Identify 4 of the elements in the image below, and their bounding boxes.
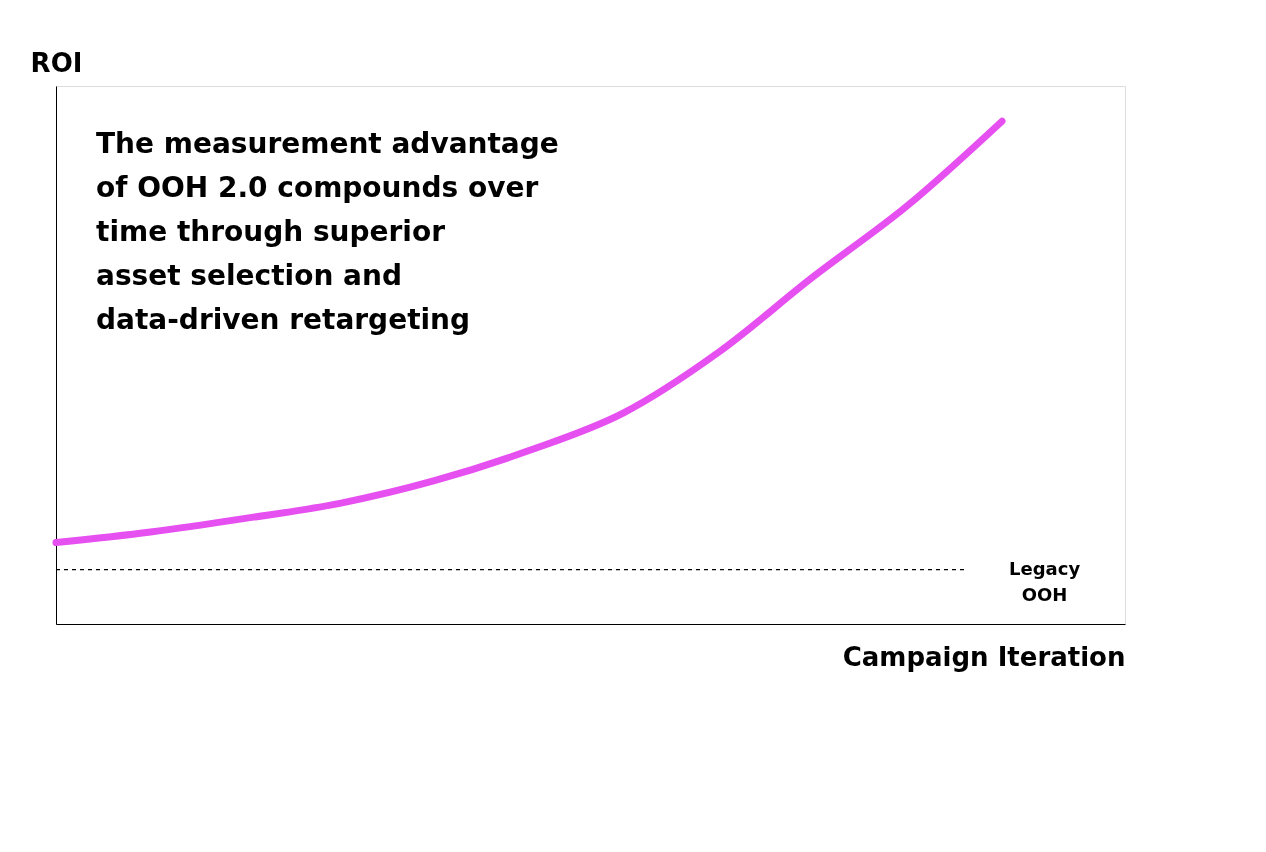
y-axis-title: ROI — [30, 47, 83, 78]
ref-line-label: Legacy OOH — [1009, 557, 1081, 605]
x-axis-title: Campaign Iteration — [842, 641, 1126, 672]
annotation: The measurement advantage of OOH 2.0 compounds over time through superior asset selection and data-driven retargeting — [96, 127, 559, 336]
